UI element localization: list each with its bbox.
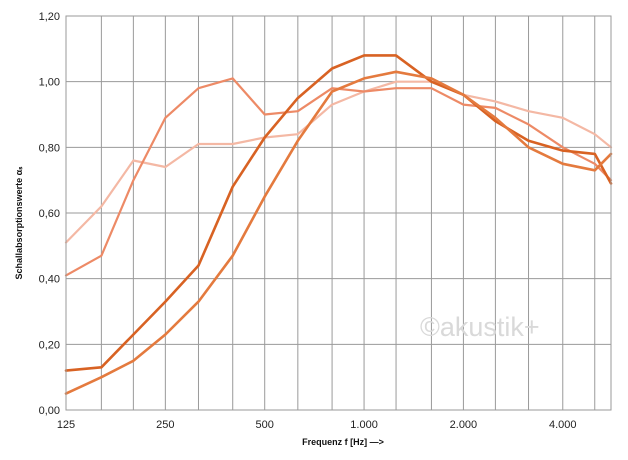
x-tick-label-0: 125 (57, 419, 75, 431)
y-tick-label-0: 0,00 (39, 405, 60, 417)
series-line-2 (64, 77, 613, 277)
watermark: ©akustik+ (420, 312, 540, 342)
y-tick-labels: 0,00 0,20 0,40 0,60 0,80 1,00 1,20 (39, 11, 60, 417)
y-tick-label-2: 0,40 (39, 274, 60, 286)
x-tick-label-3: 1.000 (350, 419, 378, 431)
x-tick-labels: 125 250 500 1.000 2.000 4.000 (57, 419, 577, 431)
y-tick-label-1: 0,20 (39, 339, 60, 351)
x-tick-label-2: 500 (256, 419, 274, 431)
y-tick-label-5: 1,00 (39, 77, 60, 89)
x-axis-title: Frequenz f [Hz] —> (302, 437, 384, 447)
x-tick-label-5: 4.000 (549, 419, 577, 431)
x-tick-label-4: 2.000 (450, 419, 478, 431)
series-group (64, 54, 613, 395)
series-line-4 (64, 70, 613, 395)
plot-frame (65, 15, 612, 411)
y-axis-title: Schallabsorptionswerte αₛ (14, 166, 24, 280)
y-tick-label-6: 1,20 (39, 11, 60, 23)
series-line-3 (64, 54, 613, 372)
grid (65, 15, 611, 411)
y-tick-label-3: 0,60 (39, 208, 60, 220)
y-tick-label-4: 0,80 (39, 142, 60, 154)
x-tick-label-1: 250 (156, 419, 174, 431)
series-line-1 (64, 80, 613, 244)
